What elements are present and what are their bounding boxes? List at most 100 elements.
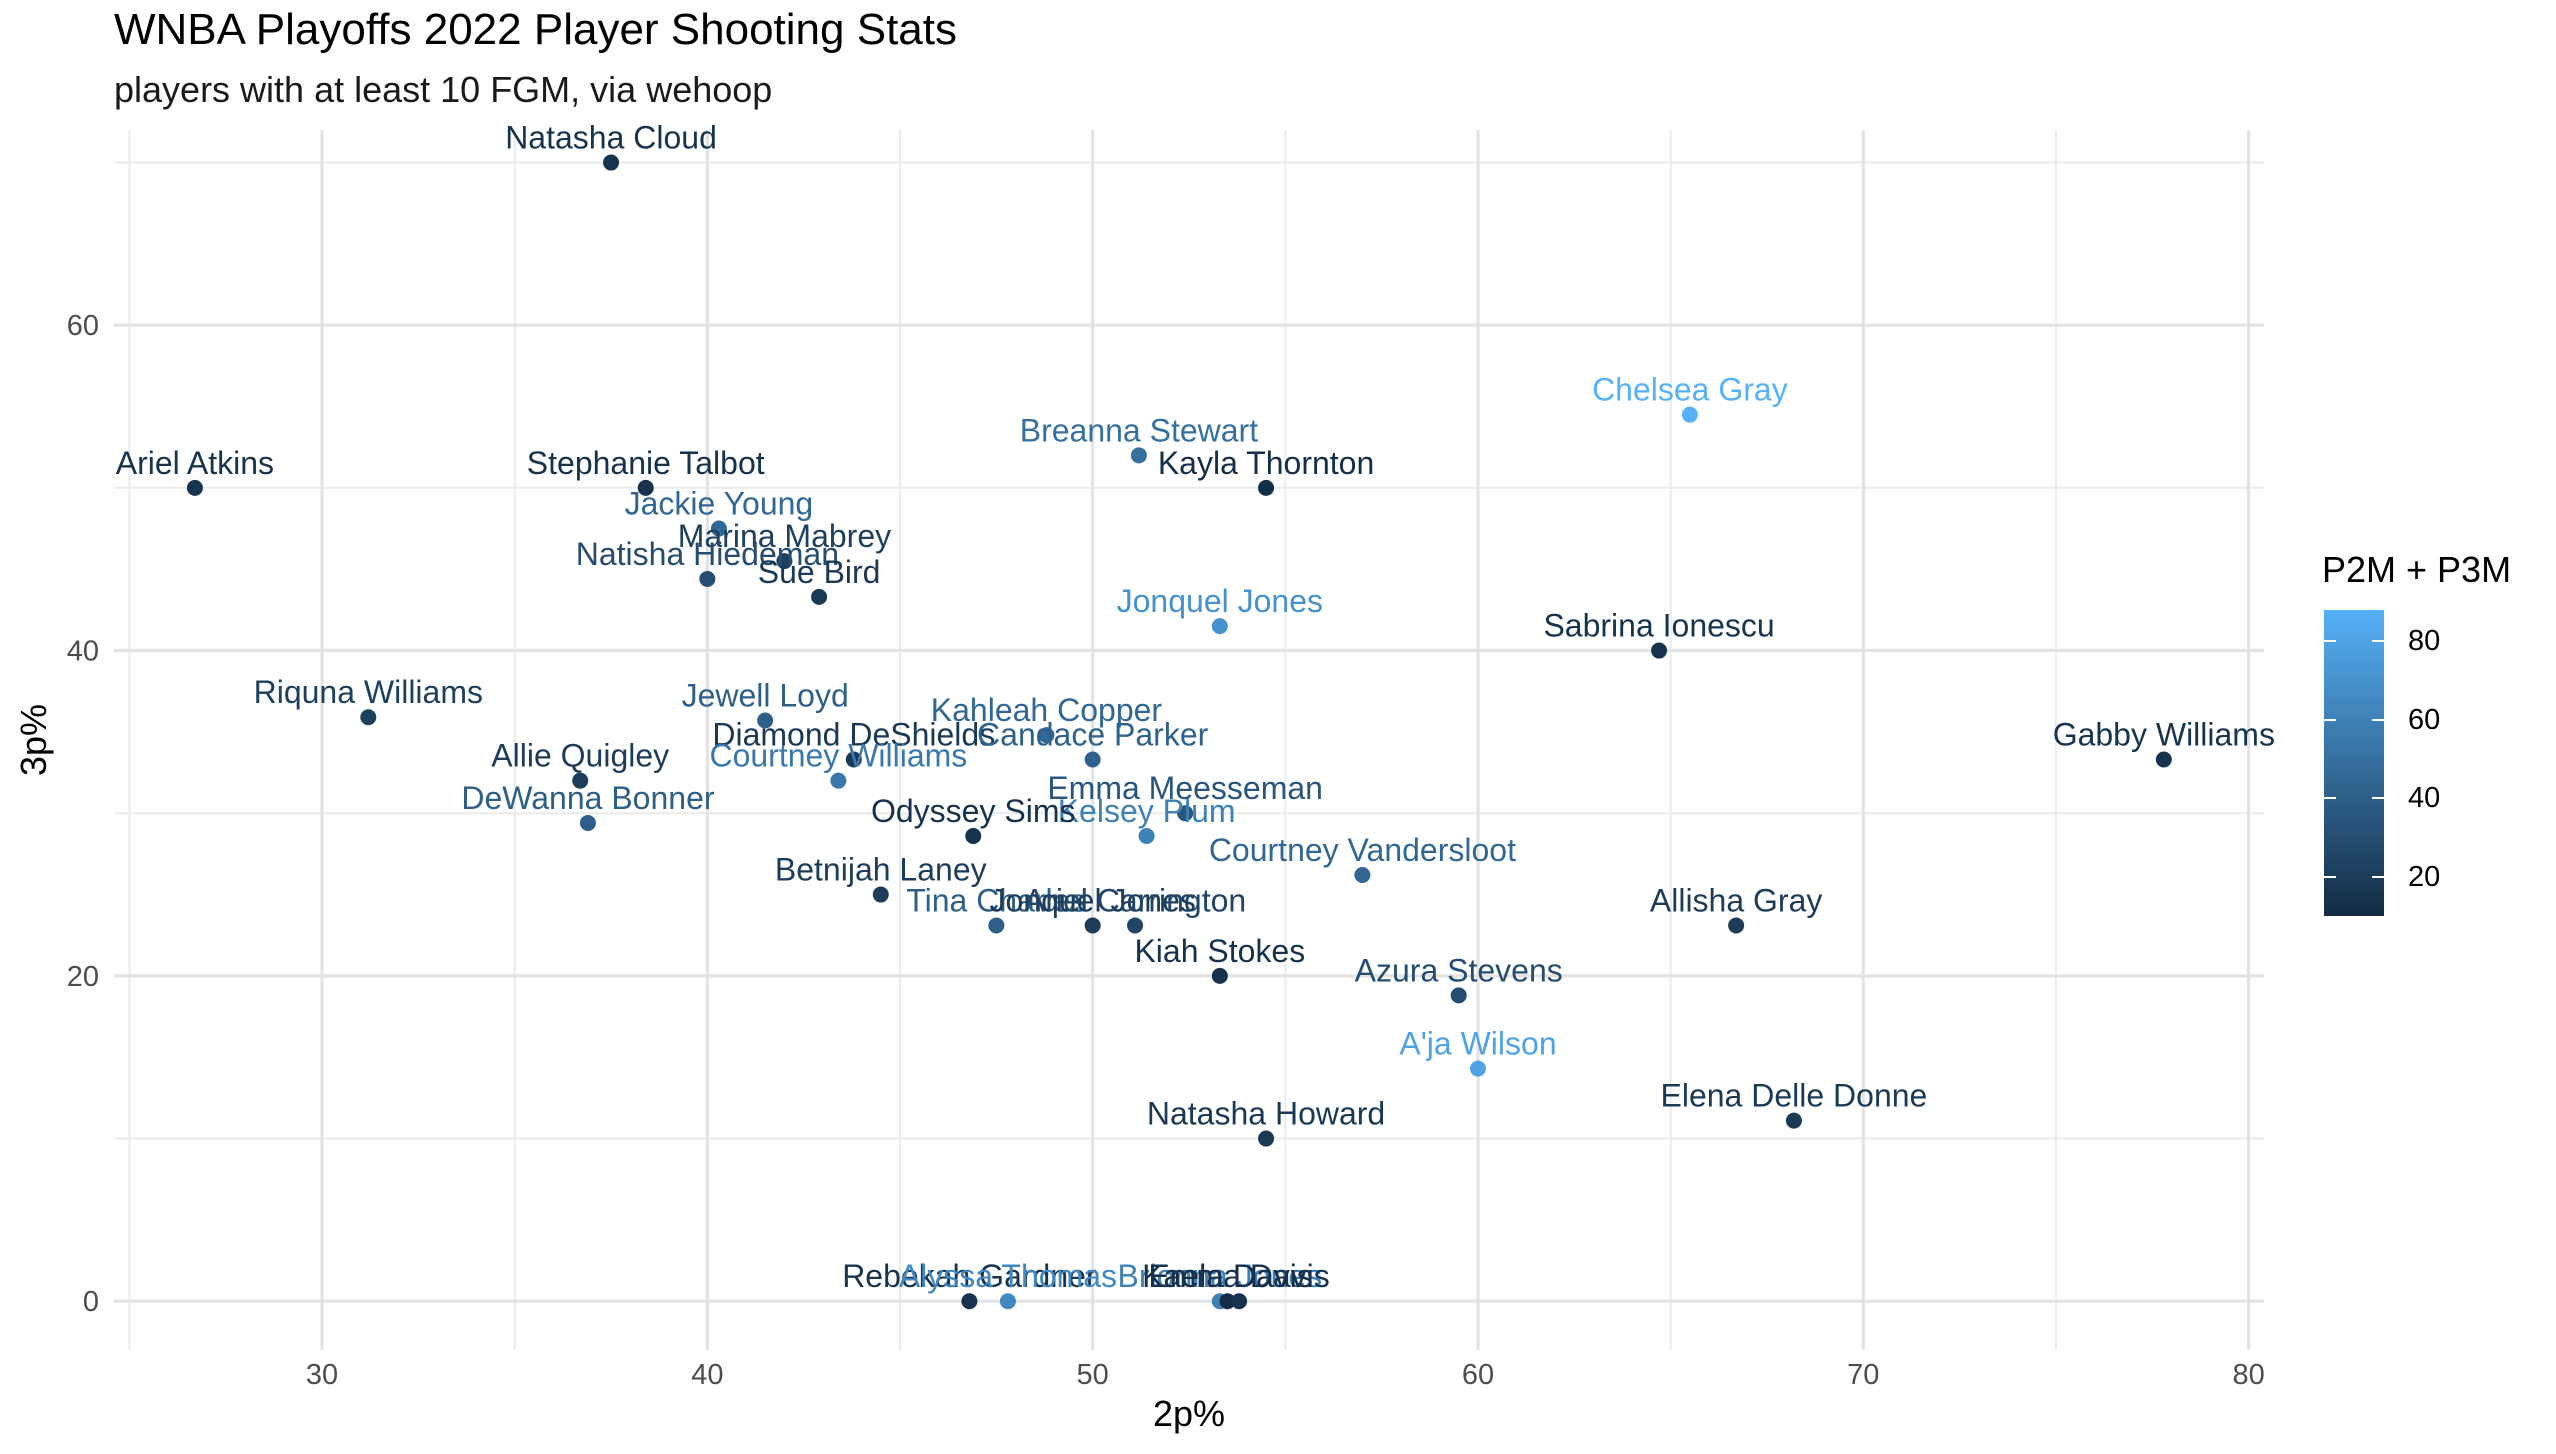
point-label: Kayla Thornton: [1158, 445, 1374, 481]
data-point: [776, 553, 793, 570]
data-point: [988, 917, 1005, 934]
data-point: [1354, 867, 1371, 884]
point-label: Alyssa Thomas: [899, 1258, 1117, 1294]
data-point: [1127, 917, 1144, 934]
legend-tick-mark: [2372, 640, 2384, 643]
point-label: Odyssey Sims: [871, 793, 1075, 829]
legend-tick-mark: [2372, 875, 2384, 878]
point-label: Courtney Williams: [709, 738, 967, 774]
legend-body: 20 40 60 80: [2322, 610, 2511, 916]
legend-tick-mark: [2372, 797, 2384, 800]
x-tick-label: 30: [306, 1359, 338, 1391]
data-point: [1728, 917, 1745, 934]
point-label: DeWanna Bonner: [461, 780, 715, 816]
point-label: Candace Parker: [977, 717, 1209, 753]
point-label: A'ja Wilson: [1399, 1026, 1556, 1062]
point-label: Azura Stevens: [1355, 952, 1563, 988]
point-label: Ariel Carrington: [1024, 882, 1246, 918]
legend-tick-label: 80: [2408, 625, 2441, 658]
y-tick-label: 40: [67, 636, 99, 668]
data-points: [186, 154, 2172, 1310]
point-label: Brionna Jones: [1118, 1258, 1323, 1294]
point-label: Kiah Stokes: [1134, 933, 1305, 969]
point-label: Ariel Atkins: [116, 445, 274, 481]
chart-subtitle: players with at least 10 FGM, via wehoop: [114, 69, 773, 110]
data-point: [757, 712, 774, 729]
data-point: [999, 1293, 1016, 1310]
data-point: [710, 520, 727, 537]
data-point: [1084, 917, 1101, 934]
data-point: [637, 479, 654, 496]
point-label: Kahleah Copper: [931, 692, 1163, 728]
point-label: Jonquel Jones: [989, 882, 1195, 918]
data-point: [1219, 1293, 1236, 1310]
plot-panel: [114, 130, 2264, 1350]
point-label: Chelsea Gray: [1592, 372, 1788, 408]
y-axis-title: 3p%: [13, 704, 54, 776]
point-label: Kelsey Plum: [1058, 793, 1236, 829]
major-grid: [114, 130, 2264, 1350]
legend-tick-label: 60: [2408, 703, 2441, 736]
data-point: [579, 814, 596, 831]
data-point: [186, 479, 203, 496]
x-tick-label: 80: [2232, 1359, 2264, 1391]
data-point: [961, 1293, 978, 1310]
point-label: Jackie Young: [625, 486, 814, 522]
data-point: [830, 772, 847, 789]
point-label: Stephanie Talbot: [527, 445, 765, 481]
data-point: [845, 751, 862, 768]
y-tick-label: 20: [67, 961, 99, 993]
legend-title: P2M + P3M: [2322, 549, 2512, 590]
point-label: Emma Meesseman: [1047, 770, 1323, 806]
data-point: [1211, 967, 1228, 984]
data-point: [965, 827, 982, 844]
color-legend: P2M + P3M 20 40 60 80: [2322, 548, 2511, 916]
point-label: Sue Bird: [758, 554, 881, 590]
data-point: [1084, 751, 1101, 768]
legend-color-bar: [2324, 610, 2384, 916]
data-point: [1038, 727, 1055, 744]
point-label: Natasha Cloud: [505, 120, 717, 156]
point-label: Natasha Howard: [1147, 1096, 1385, 1132]
point-label: Breanna Stewart: [1020, 412, 1258, 448]
data-point: [360, 709, 377, 726]
point-label: Allisha Gray: [1650, 882, 1823, 918]
data-point: [1130, 447, 1147, 464]
data-point: [1177, 805, 1194, 822]
data-point: [1469, 1060, 1486, 1077]
x-tick-label: 40: [691, 1359, 723, 1391]
point-label: Emma Davis: [1148, 1258, 1329, 1294]
data-point: [1450, 987, 1467, 1004]
x-axis-title: 2p%: [1153, 1393, 1225, 1434]
point-labels: Natasha Cloud Chelsea Gray Breanna Stewart…: [116, 120, 2275, 1295]
x-tick-label: 50: [1077, 1359, 1109, 1391]
data-point: [1681, 406, 1698, 423]
legend-tick-mark: [2372, 718, 2384, 721]
data-point: [872, 886, 889, 903]
legend-tick-label: 40: [2408, 782, 2441, 815]
data-point: [1231, 1293, 1248, 1310]
data-point: [1211, 618, 1228, 635]
legend-tick-mark: [2324, 640, 2336, 643]
data-point: [1258, 479, 1275, 496]
point-label: Jewell Loyd: [682, 677, 849, 713]
data-point: [1785, 1112, 1802, 1129]
point-label: Courtney Vandersloot: [1209, 832, 1516, 868]
data-point: [1138, 827, 1155, 844]
point-label: Betnijah Laney: [775, 852, 987, 888]
point-label: Allie Quigley: [491, 738, 669, 774]
data-point: [1258, 1130, 1275, 1147]
point-label: Natisha Hiedeman: [576, 536, 839, 572]
point-label: Rebekah Gardner: [842, 1258, 1097, 1294]
point-label: Kaela Davis: [1142, 1258, 1313, 1294]
x-tick-label: 70: [1847, 1359, 1879, 1391]
x-axis-ticks: 30 40 50 60 70 80: [306, 1359, 2265, 1391]
legend-tick-mark: [2324, 718, 2336, 721]
data-point: [603, 154, 620, 171]
point-label: Elena Delle Donne: [1661, 1078, 1928, 1114]
y-tick-label: 0: [83, 1286, 99, 1318]
y-tick-label: 60: [67, 310, 99, 342]
point-label: Tina Charles: [906, 882, 1086, 918]
y-axis-ticks: 0 20 40 60: [67, 310, 99, 1318]
data-point: [572, 772, 589, 789]
